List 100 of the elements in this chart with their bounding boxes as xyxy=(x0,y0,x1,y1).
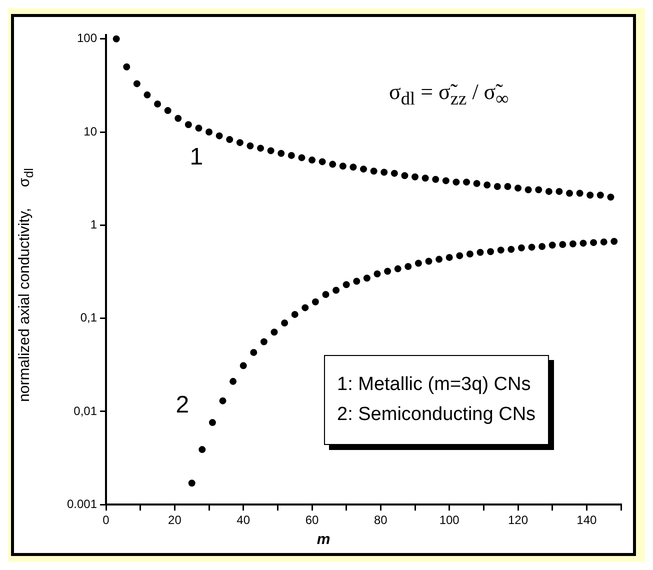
point xyxy=(432,176,440,183)
point xyxy=(569,240,576,248)
point xyxy=(404,262,412,270)
point xyxy=(487,248,494,256)
point xyxy=(240,362,247,370)
point xyxy=(112,35,120,42)
point xyxy=(374,270,381,278)
point xyxy=(610,238,618,245)
point xyxy=(250,348,258,356)
point xyxy=(206,128,213,136)
point xyxy=(219,397,226,404)
point xyxy=(600,238,608,246)
point xyxy=(548,242,556,249)
point xyxy=(144,91,151,98)
point xyxy=(270,328,278,336)
x-tick-label: 20 xyxy=(168,513,182,528)
point xyxy=(154,100,162,108)
point xyxy=(590,239,598,246)
point xyxy=(288,152,295,159)
point xyxy=(123,63,130,70)
point xyxy=(401,172,408,180)
point xyxy=(370,168,378,175)
point xyxy=(208,419,216,426)
point xyxy=(246,142,254,150)
annotation: 1: Metallic (m=3q) CNs xyxy=(337,373,532,397)
point xyxy=(342,281,350,288)
point xyxy=(236,139,244,146)
point xyxy=(322,291,330,298)
point xyxy=(484,181,491,188)
point xyxy=(414,260,422,267)
point xyxy=(291,310,298,318)
point xyxy=(504,183,512,190)
y-tick-label: 0,1 xyxy=(80,310,98,325)
point xyxy=(394,265,402,272)
point xyxy=(545,188,552,195)
point xyxy=(198,446,206,454)
point xyxy=(302,304,309,312)
point xyxy=(422,174,429,182)
point xyxy=(586,192,594,199)
point xyxy=(164,107,172,114)
x-tick-label: 100 xyxy=(439,513,460,528)
point xyxy=(466,250,474,258)
annotation: 2: Semiconducting CNs xyxy=(337,403,536,427)
point xyxy=(473,180,480,187)
point xyxy=(508,246,515,253)
point xyxy=(497,246,504,254)
point xyxy=(230,378,237,385)
point xyxy=(580,240,587,247)
point xyxy=(281,320,288,327)
point xyxy=(566,190,574,197)
y-tick-label: 0.001 xyxy=(67,496,98,511)
x-tick-label: 40 xyxy=(236,513,250,528)
x-tick-label: 140 xyxy=(576,513,597,528)
point xyxy=(556,188,563,195)
point xyxy=(456,252,464,260)
y-tick-label: 0,01 xyxy=(74,404,98,418)
point xyxy=(339,162,346,170)
point xyxy=(535,186,542,194)
point xyxy=(528,244,536,251)
point xyxy=(412,173,419,180)
point xyxy=(278,150,285,157)
point xyxy=(332,286,340,294)
point xyxy=(425,258,432,265)
point xyxy=(308,156,316,164)
point xyxy=(390,170,398,177)
point xyxy=(188,480,196,487)
point xyxy=(576,190,584,197)
point xyxy=(476,248,484,256)
point xyxy=(226,136,234,144)
point xyxy=(184,121,192,128)
point xyxy=(436,256,443,263)
point xyxy=(312,298,319,306)
x-axis-title: m xyxy=(316,531,332,548)
point xyxy=(298,154,306,162)
point xyxy=(329,160,336,168)
point xyxy=(133,80,140,88)
point xyxy=(195,124,202,132)
x-tick-label: 120 xyxy=(508,513,528,528)
x-tick-label: 0 xyxy=(102,513,110,528)
point xyxy=(360,166,368,173)
point xyxy=(559,240,566,248)
point xyxy=(174,114,182,122)
point xyxy=(350,164,357,171)
point xyxy=(318,158,326,166)
point xyxy=(494,183,501,190)
point xyxy=(518,244,525,252)
point xyxy=(514,184,522,192)
y-tick-label: 1 xyxy=(90,217,98,232)
point xyxy=(446,254,453,261)
x-tick-label: 80 xyxy=(374,513,388,528)
point xyxy=(452,178,460,186)
point xyxy=(216,132,223,140)
point xyxy=(463,178,470,186)
point xyxy=(363,274,370,282)
point xyxy=(524,186,532,194)
point xyxy=(596,192,604,199)
annotation: σ$_{dl}$ = σ̃$_{zz}$ / σ̃$_{∞}$ xyxy=(389,79,509,110)
point xyxy=(442,177,450,184)
point xyxy=(257,144,264,152)
point xyxy=(267,147,274,154)
